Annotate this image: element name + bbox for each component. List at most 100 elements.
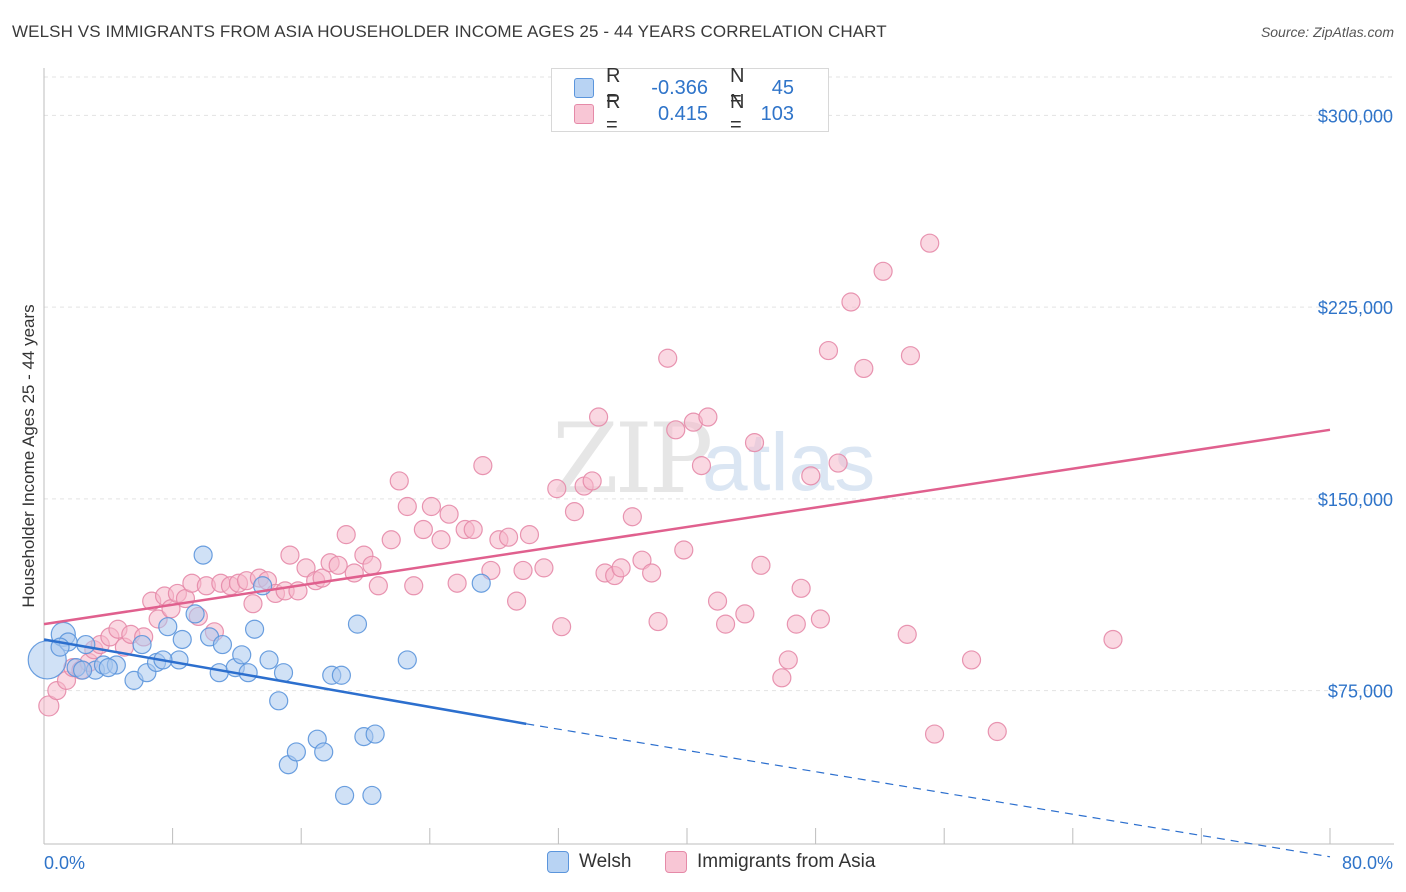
asia-point bbox=[698, 407, 718, 427]
asia-point bbox=[463, 519, 483, 540]
asia-point bbox=[404, 576, 424, 596]
welsh-point bbox=[331, 665, 351, 685]
asia-trend-line bbox=[43, 428, 1331, 626]
welsh-point bbox=[185, 604, 205, 624]
welsh-point bbox=[193, 545, 213, 565]
asia-point bbox=[513, 560, 533, 581]
welsh-point bbox=[212, 634, 233, 655]
welsh-point bbox=[132, 634, 152, 655]
welsh-point bbox=[335, 785, 355, 806]
asia-point bbox=[547, 479, 567, 499]
welsh-point bbox=[362, 785, 382, 806]
asia-point bbox=[735, 604, 755, 624]
welsh-point bbox=[269, 691, 289, 711]
asia-legend-swatch bbox=[665, 851, 687, 873]
welsh-trend-extension bbox=[526, 723, 1331, 858]
asia-point bbox=[691, 456, 712, 476]
legend-r-label: R = bbox=[606, 65, 621, 110]
legend-r-value: 0.415 bbox=[657, 102, 708, 125]
asia-point bbox=[642, 563, 662, 583]
series-legend-asia: Immigrants from Asia bbox=[665, 851, 875, 873]
correlation-legend: R = -0.366 N = 45 R = 0.415 N = 103 bbox=[551, 65, 829, 136]
welsh-trend-line bbox=[43, 638, 527, 726]
y-tick-label: $300,000 bbox=[1318, 106, 1393, 126]
asia-point bbox=[389, 471, 409, 491]
legend-row-welsh: R = -0.366 N = 45 bbox=[574, 65, 794, 110]
asia-point bbox=[897, 624, 917, 644]
asia-point bbox=[519, 525, 540, 545]
asia-point bbox=[854, 358, 874, 379]
asia-point bbox=[924, 724, 945, 744]
asia-point bbox=[801, 466, 821, 486]
asia-point bbox=[658, 348, 678, 368]
y-tick-label: $75,000 bbox=[1328, 682, 1393, 702]
welsh-point bbox=[158, 617, 178, 637]
asia-point bbox=[336, 525, 356, 545]
asia-point bbox=[786, 614, 806, 634]
asia-point bbox=[534, 558, 554, 578]
source-label: Source: ZipAtlas.com bbox=[1260, 24, 1394, 40]
y-tick-labels: $75,000 $150,000 $225,000 $300,000 bbox=[1318, 106, 1393, 701]
asia-point bbox=[296, 558, 316, 578]
welsh-point bbox=[314, 742, 334, 762]
asia-point bbox=[791, 578, 811, 598]
asia-point bbox=[632, 550, 652, 570]
asia-point bbox=[582, 471, 602, 491]
asia-point bbox=[841, 292, 861, 312]
legend-n-value: 45 bbox=[771, 76, 794, 99]
asia-point bbox=[622, 507, 642, 527]
legend-r-label: R = bbox=[606, 91, 621, 136]
x-min-label: 0.0% bbox=[44, 853, 85, 873]
asia-point bbox=[413, 519, 433, 540]
legend-n-value: 103 bbox=[760, 102, 794, 125]
asia-point bbox=[507, 591, 527, 611]
asia-point bbox=[674, 540, 694, 560]
asia-points bbox=[38, 233, 1123, 744]
asia-point bbox=[397, 496, 417, 517]
legend-r-value: -0.366 bbox=[651, 76, 708, 99]
asia-point bbox=[552, 617, 572, 637]
asia-point bbox=[498, 527, 519, 547]
asia-point bbox=[715, 614, 736, 634]
welsh-point bbox=[72, 660, 93, 680]
chart-title: WELSH VS IMMIGRANTS FROM ASIA HOUSEHOLDE… bbox=[12, 22, 887, 41]
legend-row-asia: R = 0.415 N = 103 bbox=[574, 91, 794, 136]
asia-point bbox=[828, 453, 848, 473]
asia-point bbox=[611, 558, 631, 578]
asia-point bbox=[873, 261, 893, 281]
y-axis-title: Householder Income Ages 25 - 44 years bbox=[19, 304, 38, 607]
asia-point bbox=[421, 496, 442, 517]
asia-point bbox=[707, 591, 728, 611]
asia-point bbox=[1103, 629, 1123, 650]
asia-point bbox=[900, 346, 921, 366]
welsh-point bbox=[98, 657, 118, 678]
asia-point bbox=[818, 340, 839, 361]
welsh-point bbox=[365, 724, 385, 744]
welsh-point bbox=[244, 619, 265, 639]
welsh-legend-swatch bbox=[547, 851, 569, 873]
asia-point bbox=[431, 530, 451, 550]
asia-point bbox=[588, 407, 609, 427]
series-legend-welsh: Welsh bbox=[547, 851, 631, 873]
welsh-point bbox=[397, 650, 417, 670]
asia-point bbox=[744, 433, 765, 453]
asia-point bbox=[778, 650, 798, 670]
asia-point bbox=[481, 560, 501, 581]
welsh-point bbox=[169, 650, 189, 670]
asia-point bbox=[987, 721, 1007, 742]
welsh-point bbox=[286, 742, 306, 762]
asia-point bbox=[362, 555, 382, 575]
asia-point bbox=[381, 530, 401, 550]
welsh-point bbox=[471, 573, 491, 593]
legend-n-label: N = bbox=[730, 91, 745, 136]
asia-point bbox=[920, 233, 940, 253]
asia-point bbox=[648, 611, 668, 632]
asia-point bbox=[243, 594, 263, 614]
x-ticks bbox=[172, 828, 1331, 844]
asia-point bbox=[280, 545, 300, 565]
welsh-point bbox=[172, 629, 192, 650]
welsh-point bbox=[232, 645, 252, 665]
asia-point bbox=[368, 576, 388, 596]
y-tick-label: $225,000 bbox=[1318, 298, 1393, 318]
